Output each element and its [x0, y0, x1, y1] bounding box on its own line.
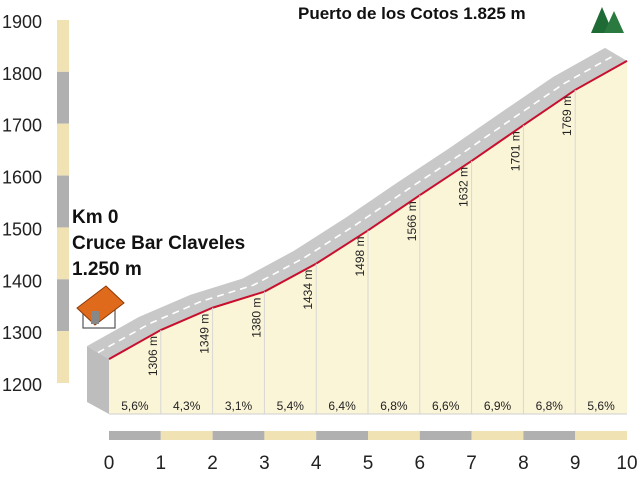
elevation-label: 1566 m — [405, 201, 419, 241]
gradient-label: 4,3% — [173, 399, 201, 413]
y-tick-label: 1200 — [2, 375, 42, 395]
gradient-label: 3,1% — [225, 399, 253, 413]
x-axis-segment — [419, 431, 472, 440]
gradient-label: 6,8% — [536, 399, 564, 413]
x-tick-label: 5 — [363, 453, 374, 474]
y-tick-label: 1300 — [2, 323, 42, 343]
gradient-label: 6,9% — [484, 399, 512, 413]
x-tick-label: 1 — [156, 453, 167, 474]
x-axis-segment — [368, 431, 420, 440]
x-tick-label: 8 — [518, 453, 529, 474]
summit-label: Puerto de los Cotos 1.825 m — [298, 4, 526, 23]
elevation-label: 1498 m — [353, 236, 367, 276]
x-tick-label: 2 — [207, 453, 218, 474]
y-tick-label: 1900 — [2, 12, 42, 32]
km-columns — [109, 89, 627, 415]
elevation-label: 1632 m — [457, 167, 471, 207]
y-tick-label: 1800 — [2, 64, 42, 84]
y-axis-segment — [57, 71, 69, 124]
x-axis-segment — [523, 431, 576, 440]
gradient-labels: 5,6% 4,3% 3,1% 5,4% 6,4% 6,8% 6,6% 6,9% 6,8% 5,6% — [121, 399, 615, 413]
y-axis-ticks: 1200 1300 1400 1500 1600 1700 1800 1900 — [2, 12, 42, 395]
pine-trees-icon — [591, 7, 624, 33]
profile-ribbon — [87, 47, 627, 360]
elevation-label: 1306 m — [146, 336, 160, 376]
y-axis-segment — [57, 331, 69, 383]
x-axis-segment — [575, 431, 627, 440]
x-axis-ticks: 0 1 2 3 4 5 6 7 8 9 10 — [104, 453, 638, 474]
profile-centerline — [97, 53, 617, 354]
profile-area — [87, 47, 628, 415]
start-label: Km 0 Cruce Bar Claveles 1.250 m — [72, 207, 245, 280]
y-tick-label: 1700 — [2, 116, 42, 136]
elevation-label: 1349 m — [198, 314, 212, 354]
start-label-km: Km 0 — [72, 207, 118, 228]
gradient-label: 5,4% — [277, 399, 305, 413]
y-axis-segment — [57, 227, 69, 280]
x-axis-segment — [316, 431, 368, 440]
x-axis-segment — [109, 431, 161, 440]
elevation-labels: 1306 m 1349 m 1380 m 1434 m 1498 m 1566 m 1632… — [146, 96, 574, 376]
x-tick-label: 10 — [616, 453, 637, 474]
y-axis-segment — [57, 20, 69, 72]
y-tick-label: 1600 — [2, 168, 42, 188]
y-axis-segment — [57, 123, 69, 176]
x-tick-label: 3 — [259, 453, 270, 474]
x-axis-segment — [471, 431, 524, 440]
y-axis-segment — [57, 175, 69, 228]
x-axis-bar — [109, 431, 627, 440]
x-tick-label: 7 — [466, 453, 477, 474]
x-tick-label: 4 — [311, 453, 322, 474]
gradient-label: 6,4% — [328, 399, 356, 413]
elevation-label: 1380 m — [249, 298, 263, 338]
gradient-label: 5,6% — [587, 399, 615, 413]
elevation-label: 1769 m — [560, 96, 574, 136]
gradient-label: 6,8% — [380, 399, 408, 413]
y-tick-label: 1500 — [2, 219, 42, 239]
x-tick-label: 0 — [104, 453, 115, 474]
house-icon — [76, 285, 125, 329]
x-tick-label: 9 — [570, 453, 581, 474]
x-axis-segment — [212, 431, 265, 440]
y-tick-label: 1400 — [2, 271, 42, 291]
x-axis-segment — [264, 431, 317, 440]
elevation-label: 1701 m — [508, 131, 522, 171]
x-tick-label: 6 — [415, 453, 426, 474]
y-axis-bar — [57, 20, 69, 383]
elevation-label: 1434 m — [301, 270, 315, 310]
start-label-place: Cruce Bar Claveles — [72, 233, 245, 254]
gradient-label: 5,6% — [121, 399, 149, 413]
y-axis-segment — [57, 279, 69, 332]
gradient-label: 6,6% — [432, 399, 460, 413]
start-label-elevation: 1.250 m — [72, 259, 142, 280]
profile-side-wall — [87, 346, 109, 414]
x-axis-segment — [160, 431, 213, 440]
